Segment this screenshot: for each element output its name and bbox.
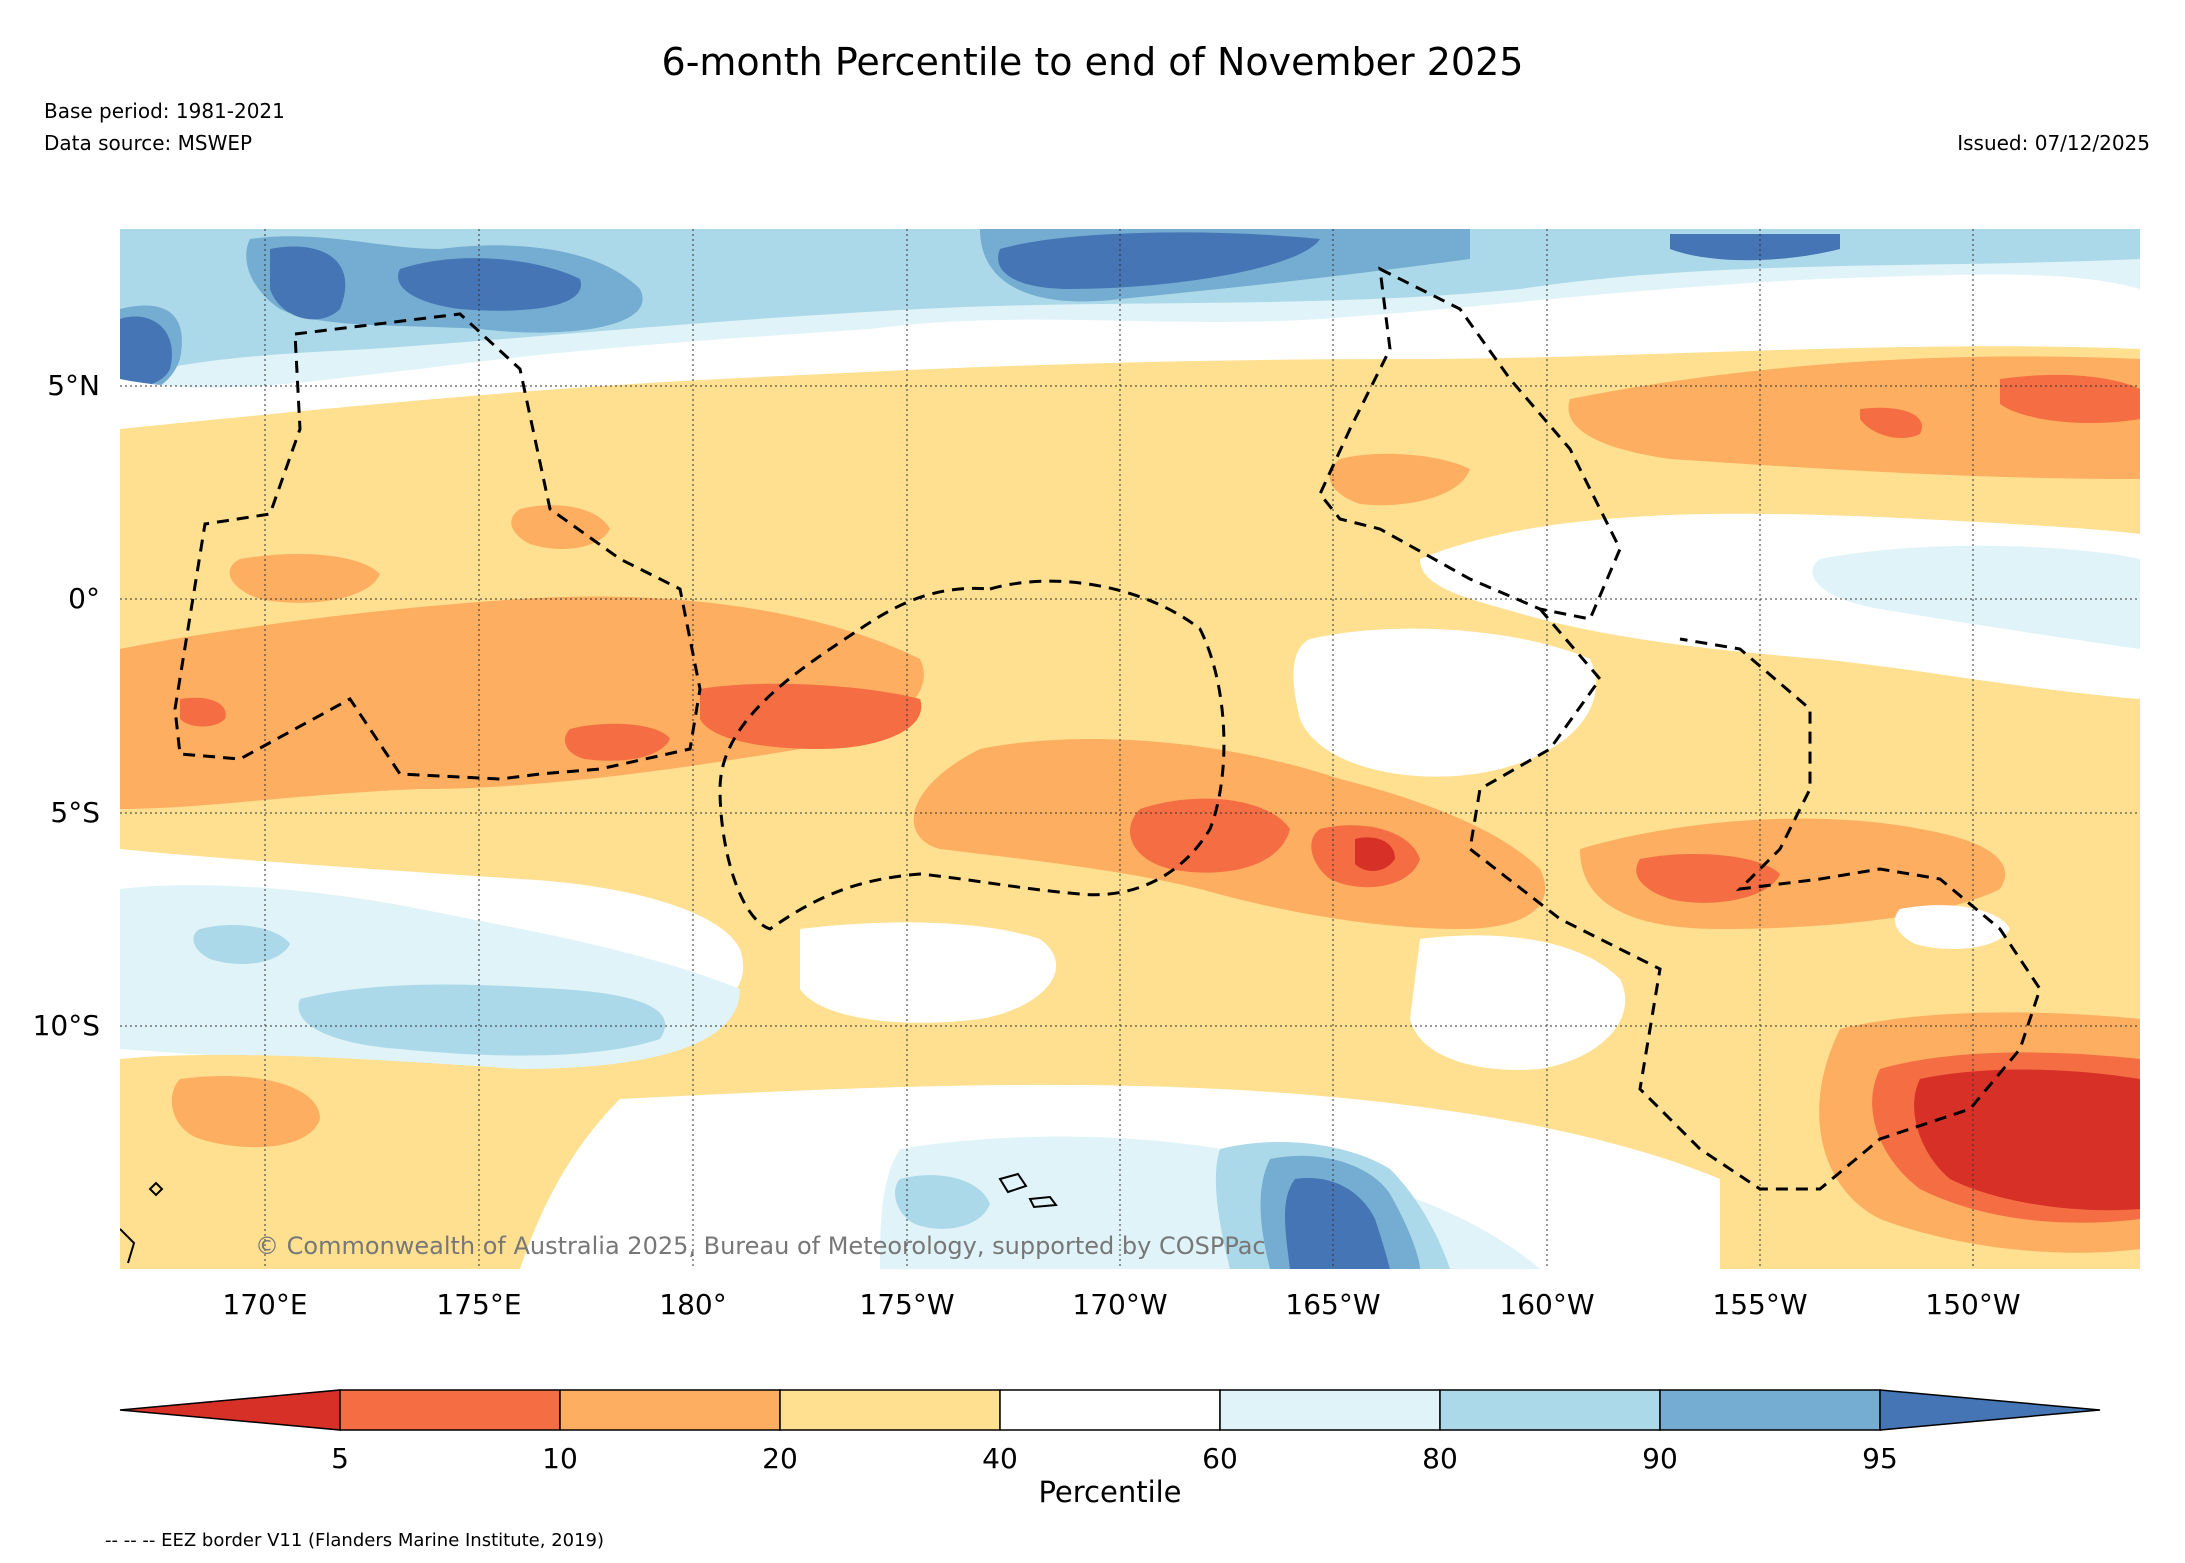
base-period: Base period: 1981-2021 xyxy=(44,99,285,123)
south-moderate-wet-1 xyxy=(193,924,290,964)
colorbar-tick-80: 80 xyxy=(1422,1442,1458,1475)
south-bottom-wet-2 xyxy=(895,1175,990,1229)
percentile-map: © Commonwealth of Australia 2025, Bureau… xyxy=(120,229,2140,1269)
ne-very-dry xyxy=(2000,374,2140,424)
eq-dry-patch-1 xyxy=(229,554,380,603)
north-very-wet-2 xyxy=(398,258,581,311)
lon-label-175w: 175°W xyxy=(859,1288,955,1321)
eq-wet-east xyxy=(1812,545,2140,649)
eq-very-dry-1 xyxy=(700,683,922,749)
islands xyxy=(120,1172,1058,1264)
cs-very-dry xyxy=(1130,798,1290,873)
island-outline-2 xyxy=(1028,1195,1058,1209)
north-very-wet-4 xyxy=(1670,234,1840,261)
colorbar-bin-90-95 xyxy=(1659,1389,1881,1431)
island-outline-1 xyxy=(998,1172,1028,1194)
colorbar-tick-10: 10 xyxy=(542,1442,578,1475)
colorbar-tick-95: 95 xyxy=(1862,1442,1898,1475)
eq-very-dry-2 xyxy=(565,723,670,761)
colorbar-tick-20: 20 xyxy=(762,1442,798,1475)
north-very-wet-3 xyxy=(998,232,1320,289)
eq-very-dry-3 xyxy=(180,697,226,727)
lon-label-155w: 155°W xyxy=(1712,1288,1808,1321)
map-title: 6-month Percentile to end of November 20… xyxy=(661,40,1524,84)
eq-dry-patch-2 xyxy=(511,505,610,549)
eq-dry-band-west xyxy=(120,596,924,809)
lat-label-5s: 5°S xyxy=(50,796,100,829)
eez-legend-note: -- -- -- EEZ border V11 (Flanders Marine… xyxy=(105,1530,605,1551)
colorbar-bin-5-10 xyxy=(339,1389,561,1431)
south-bottom-very-wet-core xyxy=(1285,1178,1390,1269)
eez-line-south xyxy=(1468,608,2042,1191)
se-far-extreme-dry xyxy=(1914,1069,2140,1211)
lat-label-0: 0° xyxy=(68,582,100,615)
colorbar-tick-40: 40 xyxy=(982,1442,1018,1475)
issued-date: Issued: 07/12/2025 xyxy=(1957,131,2150,155)
se-very-dry xyxy=(1636,854,1780,903)
north-moderate-wet xyxy=(120,229,2140,379)
south-normal-central xyxy=(800,922,1057,1023)
cn-dry-patch xyxy=(1329,453,1470,506)
lon-label-170w: 170°W xyxy=(1072,1288,1168,1321)
lat-label-5n: 5°N xyxy=(47,369,100,402)
ne-dry-band xyxy=(1568,356,2140,479)
colorbar-tick-90: 90 xyxy=(1642,1442,1678,1475)
colorbar-bin-80-90 xyxy=(1439,1389,1661,1431)
eez-line-islands xyxy=(1318,266,1622,621)
cs-extreme-dry xyxy=(1355,837,1395,871)
colorbar-bin-40-60 xyxy=(999,1389,1221,1431)
eez-borders xyxy=(173,266,2042,1191)
copyright-watermark: © Commonwealth of Australia 2025, Bureau… xyxy=(255,1232,1266,1260)
south-moderate-wet-2 xyxy=(298,984,666,1056)
north-very-wet-5 xyxy=(120,316,172,386)
island-outline-4 xyxy=(120,1228,136,1264)
colorbar-bin-10-20 xyxy=(559,1389,781,1431)
sw-dry-lower-2 xyxy=(171,1075,320,1148)
lon-label-150w: 150°W xyxy=(1925,1288,2021,1321)
colorbar-tick-60: 60 xyxy=(1202,1442,1238,1475)
lon-label-165w: 165°W xyxy=(1285,1288,1381,1321)
lat-label-10s: 10°S xyxy=(32,1009,100,1042)
colorbar-bin-20-40 xyxy=(779,1389,1001,1431)
island-outline-3 xyxy=(148,1181,164,1197)
colorbar-extend-low xyxy=(119,1389,341,1431)
colorbar xyxy=(119,1389,2101,1431)
north-normal-band xyxy=(120,274,2140,429)
north-very-wet-1 xyxy=(270,246,346,320)
lon-label-160w: 160°W xyxy=(1499,1288,1595,1321)
colorbar-tick-5: 5 xyxy=(331,1442,349,1475)
lon-label-170e: 170°E xyxy=(222,1288,308,1321)
colorbar-label: Percentile xyxy=(1038,1475,1182,1509)
eez-kiribati-gilbert xyxy=(173,312,702,781)
lon-label-180: 180° xyxy=(659,1288,727,1321)
south-normal-east xyxy=(1410,935,1626,1070)
graticule xyxy=(120,229,2140,1269)
data-source: Data source: MSWEP xyxy=(44,131,253,155)
ne-very-dry-2 xyxy=(1860,407,1922,439)
eq-normal-central xyxy=(1293,628,1596,777)
colorbar-extend-high xyxy=(1879,1389,2101,1431)
eez-phoenix xyxy=(718,579,1226,931)
se-far-normal xyxy=(1895,905,2010,949)
lon-label-175e: 175°E xyxy=(436,1288,522,1321)
colorbar-bin-60-80 xyxy=(1219,1389,1441,1431)
